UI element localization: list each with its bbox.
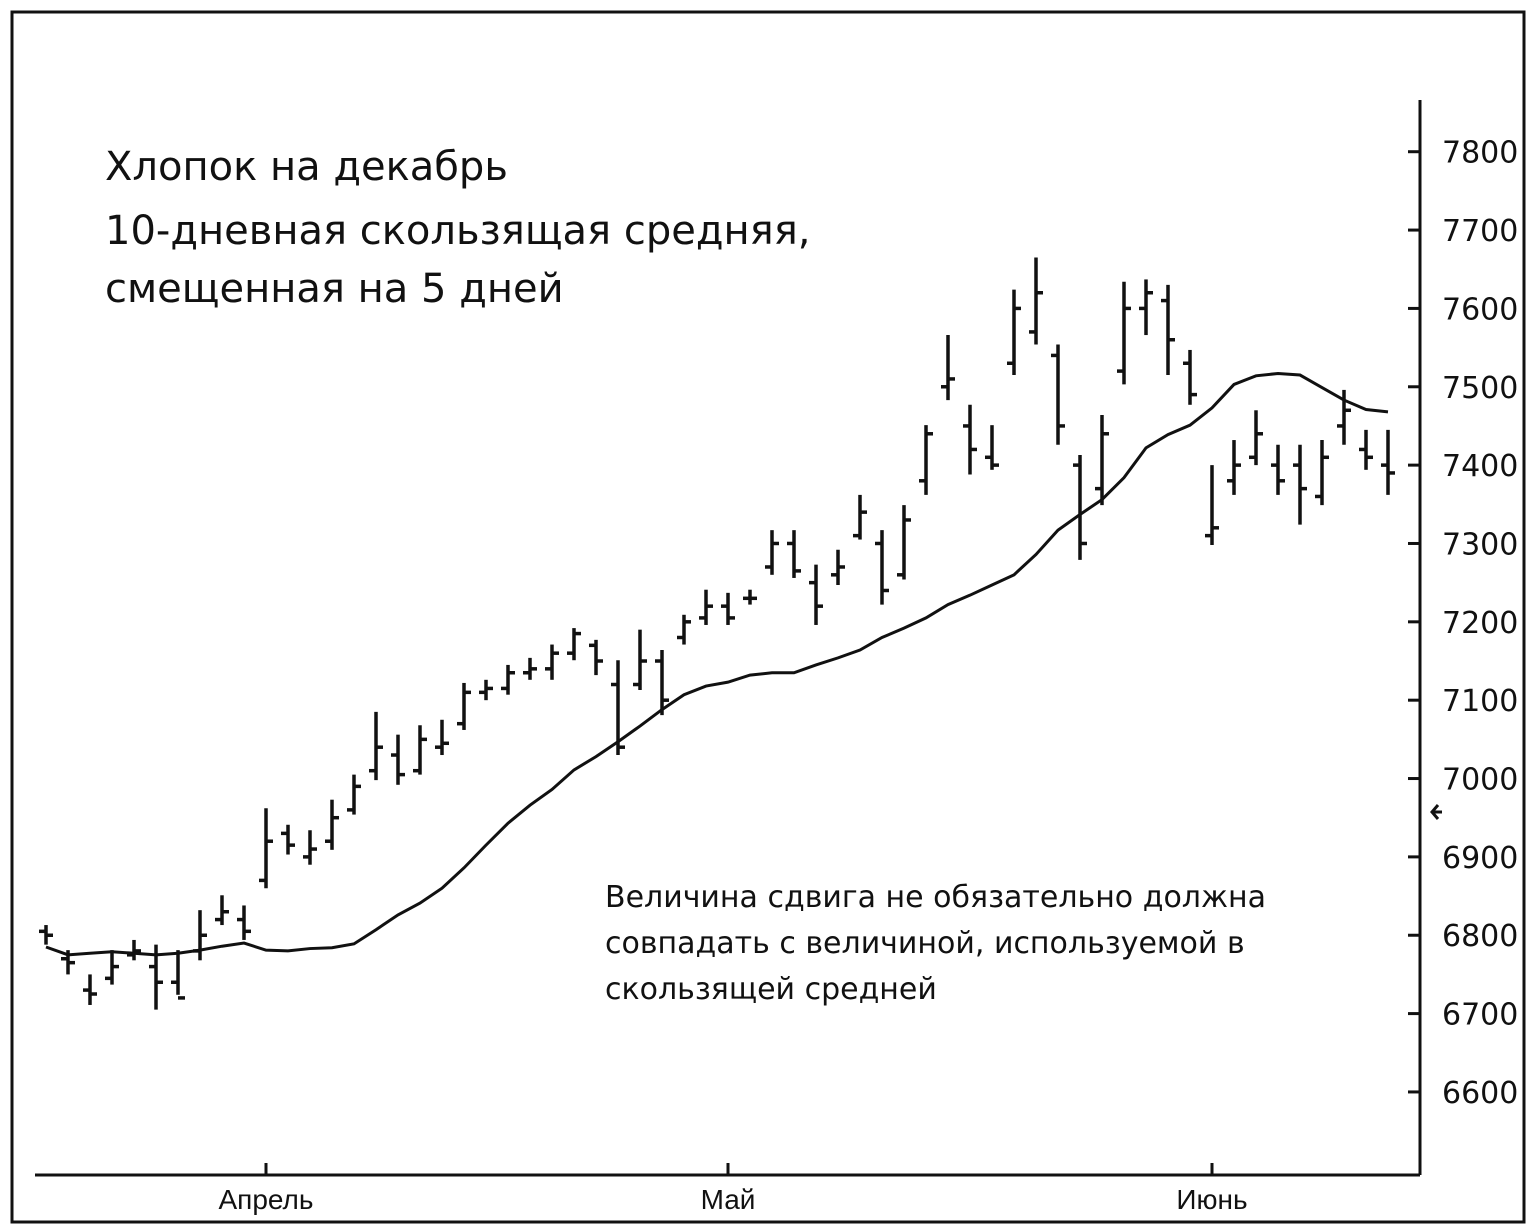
- x-tick-label: Май: [701, 1184, 756, 1215]
- y-tick-label: 7000: [1442, 763, 1518, 798]
- title-line: 10-дневная скользящая средняя,: [105, 208, 810, 254]
- y-tick-label: 7400: [1442, 449, 1518, 484]
- title-line: смещенная на 5 дней: [105, 266, 564, 312]
- y-tick-label: 7100: [1442, 684, 1518, 719]
- annotation: Величина сдвига не обязательно должна со…: [605, 880, 1266, 1007]
- y-tick-label: 6700: [1442, 998, 1518, 1033]
- arrow: [1430, 804, 1442, 820]
- y-tick-label: 7800: [1442, 136, 1518, 171]
- y-tick-label: 6900: [1442, 841, 1518, 876]
- y-tick-label: 7500: [1442, 371, 1518, 406]
- annotation-line: Величина сдвига не обязательно должна: [605, 880, 1266, 915]
- title-line: Хлопок на декабрь: [105, 144, 508, 190]
- title: Хлопок на декабрь 10-дневная скользящая …: [105, 144, 810, 312]
- y-tick-label: 7700: [1442, 214, 1518, 249]
- x-tick-label: Июнь: [1176, 1184, 1247, 1215]
- frame: [10, 10, 1526, 1224]
- y-tick-label: 7200: [1442, 606, 1518, 641]
- annotation-line: совпадать с величиной, используемой в: [605, 926, 1245, 961]
- y-tick-label: 7600: [1442, 292, 1518, 327]
- annotation-line: скользящей средней: [605, 972, 937, 1007]
- y-tick-label: 7300: [1442, 527, 1518, 562]
- y-tick-label: 6600: [1442, 1076, 1518, 1111]
- moving-average: [45, 371, 1389, 957]
- x-tick-label: Апрель: [219, 1184, 314, 1215]
- y-tick-label: 6800: [1442, 919, 1518, 954]
